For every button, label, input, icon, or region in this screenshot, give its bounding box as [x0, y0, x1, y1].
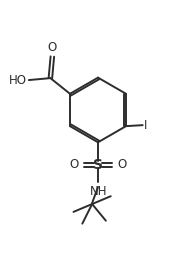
Text: O: O — [48, 41, 57, 54]
Text: O: O — [70, 158, 79, 171]
Text: S: S — [93, 158, 103, 172]
Text: I: I — [144, 119, 148, 132]
Text: O: O — [117, 158, 126, 171]
Text: HO: HO — [9, 74, 27, 87]
Text: NH: NH — [90, 186, 108, 198]
